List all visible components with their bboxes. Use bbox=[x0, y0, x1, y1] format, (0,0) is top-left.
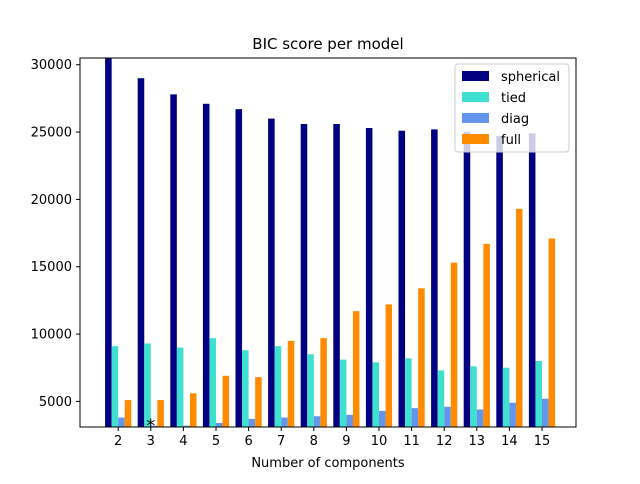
legend-swatch-spherical bbox=[462, 71, 489, 81]
legend-box bbox=[454, 63, 570, 153]
x-tick-label-9: 9 bbox=[342, 434, 350, 449]
bar-diag-5 bbox=[216, 422, 223, 427]
y-tick-label-15000: 15000 bbox=[31, 260, 72, 275]
bar-tied-4 bbox=[176, 347, 184, 427]
bar-diag-15 bbox=[542, 398, 549, 427]
y-tick-label-10000: 10000 bbox=[31, 328, 72, 343]
bar-diag-13 bbox=[476, 409, 484, 427]
bars-group bbox=[105, 58, 556, 428]
bar-spherical-9 bbox=[333, 123, 340, 428]
bar-diag-11 bbox=[411, 408, 419, 427]
bar-full-14 bbox=[515, 208, 523, 427]
bar-tied-5 bbox=[209, 338, 216, 427]
bar-spherical-12 bbox=[431, 129, 438, 427]
legend: spherical tied diag full bbox=[454, 63, 570, 153]
y-tick-label-20000: 20000 bbox=[31, 193, 72, 208]
bar-tied-6 bbox=[242, 350, 249, 427]
x-tick-label-8: 8 bbox=[310, 434, 318, 449]
bar-tied-3 bbox=[144, 343, 151, 427]
bar-diag-2 bbox=[118, 417, 125, 427]
bar-tied-7 bbox=[274, 346, 282, 427]
bar-full-13 bbox=[483, 243, 490, 427]
bar-full-8 bbox=[320, 338, 327, 427]
x-tick-label-14: 14 bbox=[501, 434, 518, 449]
legend-label-diag: diag bbox=[501, 112, 529, 127]
bar-tied-12 bbox=[437, 370, 445, 427]
bar-spherical-3 bbox=[137, 78, 145, 427]
bar-spherical-7 bbox=[268, 118, 275, 427]
bar-full-9 bbox=[352, 311, 360, 427]
bar-tied-11 bbox=[405, 358, 412, 427]
best-model-marker: * bbox=[146, 415, 155, 436]
x-tick-label-6: 6 bbox=[244, 434, 252, 449]
bar-spherical-10 bbox=[365, 128, 373, 427]
x-tick-label-3: 3 bbox=[147, 434, 155, 449]
annotations-group: * bbox=[146, 415, 155, 436]
bar-full-4 bbox=[189, 393, 197, 427]
legend-label-full: full bbox=[501, 133, 521, 148]
bar-tied-8 bbox=[307, 354, 314, 427]
bar-spherical-4 bbox=[170, 94, 177, 428]
x-tick-label-4: 4 bbox=[179, 434, 187, 449]
legend-swatch-diag bbox=[462, 113, 489, 123]
bar-full-11 bbox=[418, 288, 425, 427]
bar-full-3 bbox=[157, 400, 164, 427]
x-tick-label-15: 15 bbox=[534, 434, 551, 449]
y-tick-label-5000: 5000 bbox=[39, 395, 72, 410]
bar-full-12 bbox=[450, 262, 458, 427]
x-axis-label: Number of components bbox=[251, 456, 405, 471]
legend-label-spherical: spherical bbox=[501, 70, 560, 85]
plot-frame bbox=[79, 57, 577, 428]
legend-swatch-tied bbox=[462, 92, 489, 102]
bar-full-7 bbox=[287, 340, 295, 427]
y-tick-label-30000: 30000 bbox=[31, 58, 72, 73]
legend-swatch-full bbox=[462, 134, 489, 144]
bar-spherical-15 bbox=[528, 133, 536, 428]
bar-tied-10 bbox=[372, 362, 379, 427]
x-tick-label-10: 10 bbox=[371, 434, 388, 449]
legend-label-tied: tied bbox=[501, 91, 526, 106]
bar-diag-3 bbox=[150, 425, 158, 427]
bar-spherical-11 bbox=[398, 130, 406, 427]
bar-full-15 bbox=[548, 238, 556, 427]
x-tick-label-7: 7 bbox=[277, 434, 285, 449]
y-tick-label-25000: 25000 bbox=[31, 126, 72, 141]
bar-diag-14 bbox=[509, 402, 516, 427]
bar-diag-4 bbox=[183, 425, 190, 427]
x-tick-label-11: 11 bbox=[403, 434, 420, 449]
bar-diag-7 bbox=[281, 417, 288, 427]
bar-diag-10 bbox=[379, 410, 386, 427]
bar-tied-2 bbox=[111, 346, 119, 427]
bar-diag-8 bbox=[313, 416, 321, 427]
bar-spherical-6 bbox=[235, 109, 243, 428]
bar-diag-6 bbox=[248, 418, 256, 427]
x-tick-label-5: 5 bbox=[212, 434, 220, 449]
bar-spherical-5 bbox=[202, 103, 210, 427]
bar-full-2 bbox=[124, 400, 132, 427]
x-tick-label-2: 2 bbox=[114, 434, 122, 449]
bar-full-6 bbox=[255, 377, 262, 427]
x-tick-label-12: 12 bbox=[436, 434, 453, 449]
bar-diag-12 bbox=[444, 406, 451, 427]
bar-diag-9 bbox=[346, 414, 353, 427]
bar-tied-15 bbox=[535, 361, 542, 427]
bar-full-10 bbox=[385, 304, 393, 427]
bar-spherical-13 bbox=[463, 132, 471, 427]
bar-full-5 bbox=[222, 375, 230, 427]
bar-tied-9 bbox=[339, 359, 347, 427]
x-tick-label-13: 13 bbox=[469, 434, 486, 449]
bar-tied-13 bbox=[470, 366, 477, 427]
bar-spherical-8 bbox=[300, 123, 308, 428]
bar-tied-14 bbox=[502, 367, 510, 427]
bar-spherical-2 bbox=[105, 58, 112, 427]
ticks-group: 2 3 4 5 6 7 8 9 10 11 12 13 14 15 5000 10000 15000 20000 2… bbox=[31, 58, 551, 449]
bar-spherical-14 bbox=[496, 136, 503, 428]
axes-group bbox=[79, 57, 577, 428]
chart-title: BIC score per model bbox=[252, 35, 403, 53]
